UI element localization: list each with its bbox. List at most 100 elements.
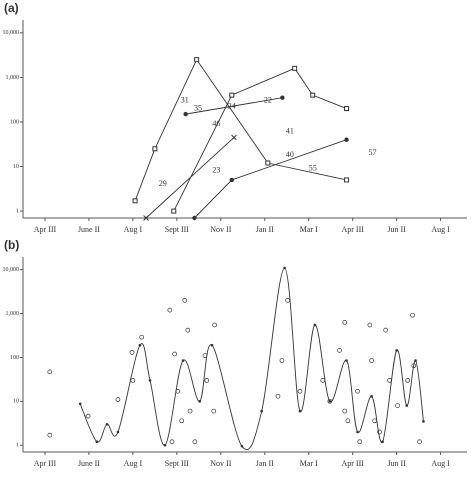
annotation: 40 — [286, 150, 294, 159]
annotation: 24 — [228, 102, 236, 111]
y-tick-label: 10 — [13, 399, 19, 405]
x-tick-label: Nov II — [210, 225, 231, 234]
scatter-point — [212, 322, 218, 328]
annotation: 55 — [309, 163, 317, 172]
x-tick-label: Mar I — [300, 225, 318, 234]
scatter-point — [320, 378, 326, 383]
scatter-point — [204, 378, 210, 383]
scatter-point — [130, 378, 136, 383]
x-tick-label: Nov II — [210, 459, 231, 468]
curve-point — [395, 349, 398, 352]
x-tick-label: Jan II — [256, 225, 274, 234]
scatter-point — [275, 393, 281, 399]
scatter-point — [337, 348, 342, 353]
y-tick-label: 100 — [10, 355, 19, 361]
x-tick-label: June II — [78, 459, 100, 468]
point — [192, 215, 197, 221]
x-tick-label: Apr III — [34, 225, 57, 234]
curve-point — [240, 444, 244, 448]
scatter-point — [367, 322, 373, 328]
curve-point — [163, 443, 167, 447]
scatter-point — [342, 320, 348, 325]
scatter-point — [185, 327, 191, 333]
scatter-point — [115, 397, 121, 402]
x-tick-label: Jun II — [387, 225, 406, 234]
x-tick-label: Sept III — [165, 459, 190, 468]
annotation: 31 — [181, 96, 189, 105]
point — [152, 146, 158, 152]
point — [231, 134, 237, 141]
scatter-point — [405, 378, 411, 383]
scatter-point — [369, 358, 374, 363]
x-tick-label: Apr III — [34, 459, 57, 468]
point — [344, 137, 349, 142]
series-line — [194, 139, 347, 219]
y-tick-label: 10,000 — [3, 267, 20, 273]
curve-point — [405, 404, 409, 407]
scatter-point — [169, 439, 175, 445]
curve-point — [116, 430, 120, 434]
annotation: 57 — [368, 148, 376, 157]
annotation: 23 — [212, 166, 220, 175]
x-tick-label: Apr III — [341, 225, 364, 234]
scatter-point — [411, 363, 417, 369]
y-tick-label: 10 — [13, 164, 19, 170]
x-tick-label: Sept III — [165, 225, 190, 234]
series-line — [185, 97, 283, 115]
scatter-point — [279, 358, 285, 363]
scatter-point — [139, 334, 145, 340]
point — [265, 160, 271, 166]
point — [344, 106, 350, 112]
x-tick-label: Jan II — [256, 459, 274, 468]
curve-point — [422, 420, 425, 423]
scatter-point — [192, 439, 198, 445]
curve-point — [105, 422, 109, 426]
scatter-point — [179, 418, 185, 424]
annotation: 41 — [286, 127, 294, 136]
scatter-point — [345, 418, 351, 424]
y-tick-label: 1 — [16, 208, 19, 214]
scatter-point — [372, 418, 378, 424]
x-tick-label: Jun II — [387, 459, 406, 468]
scatter-point — [167, 307, 173, 313]
x-tick-label: Aug I — [431, 225, 450, 234]
point — [280, 95, 285, 100]
curve-point — [370, 395, 373, 398]
point — [310, 92, 316, 98]
curve-point — [313, 323, 317, 327]
panel-label: (b) — [4, 238, 19, 252]
point — [143, 215, 149, 221]
curve-point — [328, 400, 332, 403]
curve-point — [298, 409, 302, 413]
point — [229, 92, 235, 98]
curve-point — [283, 266, 286, 270]
curve-point — [78, 402, 82, 406]
scatter-point — [85, 413, 91, 419]
point — [171, 208, 177, 214]
panel-label: (a) — [4, 1, 19, 15]
scatter-point — [129, 350, 135, 355]
point — [194, 57, 200, 63]
annotation: 46 — [212, 119, 220, 128]
scatter-point — [285, 298, 290, 303]
point — [183, 111, 188, 117]
series-line — [134, 58, 347, 201]
point — [292, 65, 298, 71]
scatter-point — [377, 429, 382, 435]
curve-point — [260, 409, 264, 413]
scatter-point — [175, 388, 181, 394]
point — [344, 177, 350, 183]
scatter-point — [202, 353, 208, 358]
scatter-point — [47, 369, 53, 375]
annotation: 29 — [159, 179, 167, 188]
scatter-point — [172, 351, 178, 357]
curve-point — [345, 359, 348, 362]
scatter-point — [387, 378, 392, 383]
y-tick-label: 10,000 — [3, 30, 20, 36]
curve-point — [181, 359, 185, 362]
scatter-point — [47, 432, 53, 438]
point — [132, 198, 138, 204]
scatter-point — [417, 439, 422, 445]
x-tick-label: Aug I — [124, 225, 143, 234]
